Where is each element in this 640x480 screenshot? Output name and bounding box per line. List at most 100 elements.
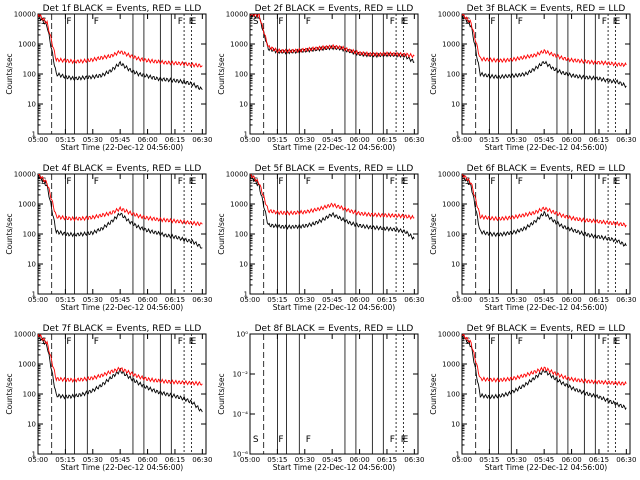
events-series-line	[38, 14, 203, 90]
plot-frame	[249, 173, 419, 295]
x-tick-label: 05:00	[452, 456, 472, 464]
x-tick-label: 05:15	[479, 456, 499, 464]
y-tick-label: 100	[447, 231, 460, 239]
y-tick-label: 1	[32, 131, 36, 139]
event-label: E	[615, 337, 621, 347]
y-tick-label: 1000	[18, 361, 36, 369]
x-tick-label: 06:00	[561, 136, 581, 144]
y-tick-label: 1	[456, 291, 460, 299]
x-tick-label: 05:45	[322, 456, 342, 464]
event-label: F	[94, 337, 99, 347]
y-tick-label: 100	[235, 231, 248, 239]
x-tick-label: 06:15	[589, 136, 609, 144]
x-tick-label: 05:45	[322, 296, 342, 304]
x-tick-label: 05:15	[479, 296, 499, 304]
x-tick-label: 05:00	[452, 136, 472, 144]
y-tick-label: 1	[32, 451, 36, 459]
y-tick-label: 10	[27, 101, 36, 109]
panel-det-7: Det 7f BLACK = Events, RED = LLD 1 10 100 10…	[5, 324, 212, 472]
x-tick-label: 06:15	[377, 296, 397, 304]
y-axis-label: Counts/sec	[217, 213, 226, 254]
event-label: E	[403, 177, 409, 187]
event-label: F	[306, 435, 311, 445]
lld-series-line	[38, 334, 203, 387]
x-tick-label: 06:30	[192, 296, 212, 304]
x-tick-label: 06:30	[404, 296, 424, 304]
y-tick-label: 10000	[438, 171, 460, 179]
panel-title: Det 1f BLACK = Events, RED = LLD	[43, 4, 202, 14]
events-series-line	[38, 174, 203, 249]
event-label: F	[178, 177, 183, 187]
event-label: E	[191, 17, 197, 27]
y-tick-label: 10	[239, 261, 248, 269]
y-tick-label: 10⁻⁴	[233, 411, 249, 419]
x-axis-label: Start Time (22-Dec-12 04:56:00)	[273, 303, 395, 312]
x-axis-label: Start Time (22-Dec-12 04:56:00)	[485, 303, 607, 312]
x-tick-label: 05:45	[322, 136, 342, 144]
panel-det-2: Det 2f BLACK = Events, RED = LLD 1 10 100 10…	[217, 4, 424, 152]
panel-det-9: Det 9f BLACK = Events, RED = LLD 1 10 100 10…	[429, 324, 636, 472]
event-label: F	[189, 177, 194, 187]
events-series-line	[462, 175, 627, 247]
y-axis-label: Counts/sec	[429, 373, 438, 414]
x-tick-label: 05:15	[55, 456, 75, 464]
x-tick-label: 06:15	[377, 136, 397, 144]
event-label: F	[401, 17, 406, 27]
panel-title: Det 7f BLACK = Events, RED = LLD	[43, 324, 202, 334]
events-series-line	[250, 174, 415, 241]
event-label: S	[253, 17, 259, 27]
plot-frame	[461, 333, 631, 455]
event-label: F	[66, 337, 71, 347]
x-tick-label: 05:45	[110, 456, 130, 464]
x-tick-label: 06:15	[165, 296, 185, 304]
event-label: F	[518, 177, 523, 187]
x-tick-label: 06:15	[165, 136, 185, 144]
y-axis-label: Counts/sec	[429, 213, 438, 254]
lld-series-line	[250, 174, 415, 220]
event-label: F	[602, 17, 607, 27]
x-tick-label: 05:30	[507, 296, 527, 304]
panel-title: Det 6f BLACK = Events, RED = LLD	[467, 164, 626, 174]
panel-title: Det 4f BLACK = Events, RED = LLD	[43, 164, 202, 174]
x-tick-label: 05:45	[110, 296, 130, 304]
lld-series-line	[462, 14, 627, 68]
event-label: E	[615, 177, 621, 187]
event-label: F	[66, 17, 71, 27]
x-tick-label: 06:00	[137, 456, 157, 464]
event-label: F	[490, 337, 495, 347]
y-tick-label: 1000	[442, 201, 460, 209]
events-series-line	[462, 14, 627, 89]
x-tick-label: 06:30	[616, 456, 636, 464]
x-tick-label: 05:15	[479, 136, 499, 144]
x-tick-label: 06:15	[589, 296, 609, 304]
event-label: F	[178, 337, 183, 347]
lld-series-line	[250, 14, 415, 59]
event-label: S	[41, 17, 47, 27]
plot-frame	[249, 13, 419, 135]
panel-det-8: Det 8f BLACK = Events, RED = LLD 10⁻⁶ 10⁻⁴…	[217, 324, 424, 472]
panel-det-1: Det 1f BLACK = Events, RED = LLD 1 10 100 10…	[5, 4, 212, 152]
plot-frame	[461, 173, 631, 295]
y-tick-label: 10⁰	[236, 331, 248, 339]
event-label: S	[253, 435, 259, 445]
x-tick-label: 05:00	[28, 456, 48, 464]
y-tick-label: 1000	[230, 41, 248, 49]
y-tick-label: 10	[451, 261, 460, 269]
event-label: F	[306, 177, 311, 187]
x-tick-label: 05:30	[295, 456, 315, 464]
x-tick-label: 06:00	[137, 136, 157, 144]
y-axis-label: Counts/sec	[5, 373, 14, 414]
y-tick-label: 10000	[438, 331, 460, 339]
lld-series-line	[462, 334, 627, 386]
x-tick-label: 05:45	[534, 296, 554, 304]
x-tick-label: 05:30	[295, 296, 315, 304]
event-label: F	[94, 177, 99, 187]
events-series-line	[250, 14, 415, 63]
event-label: F	[490, 17, 495, 27]
panel-det-5: Det 5f BLACK = Events, RED = LLD 1 10 100 10…	[217, 164, 424, 312]
x-tick-label: 05:15	[267, 456, 287, 464]
y-tick-label: 10000	[438, 11, 460, 19]
y-tick-label: 1000	[230, 201, 248, 209]
event-label: F	[189, 17, 194, 27]
